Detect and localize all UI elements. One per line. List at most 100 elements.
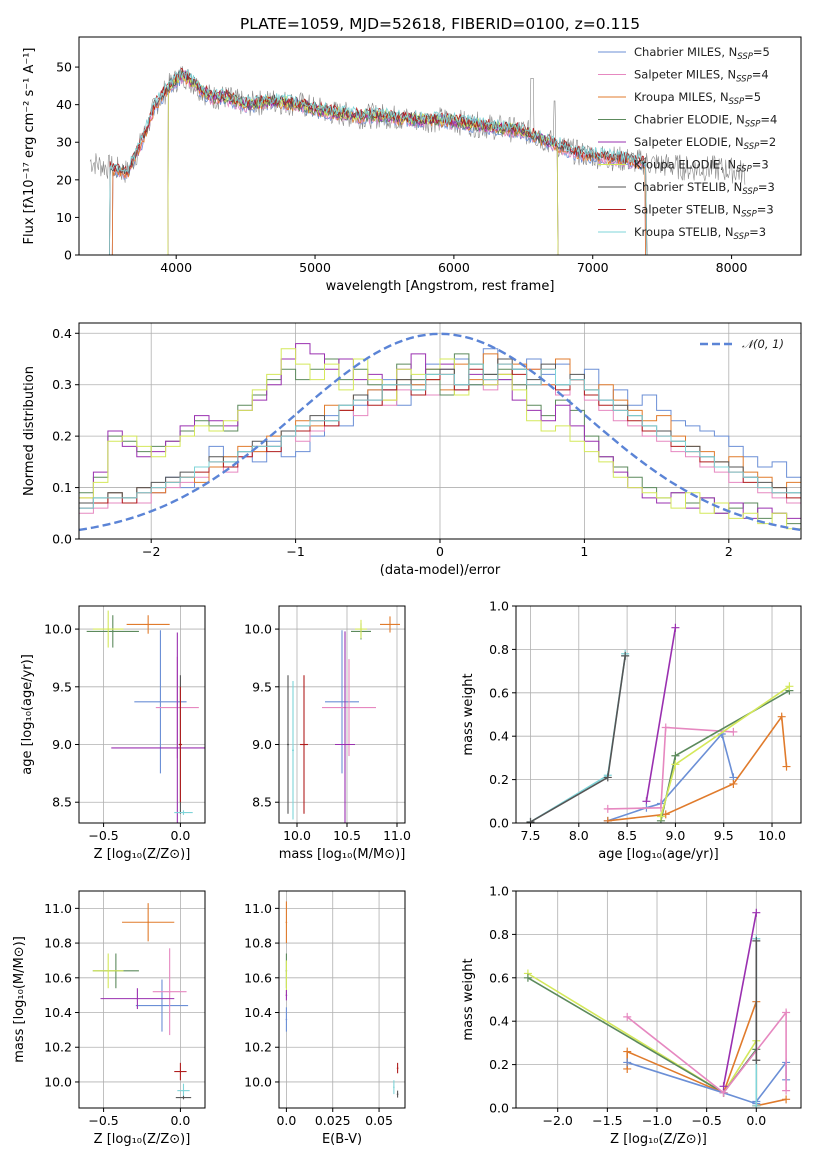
x-tick-label: 5000 xyxy=(299,260,331,275)
x-tick-label: 8.0 xyxy=(569,828,589,843)
x-tick-label: 0.05 xyxy=(365,1113,393,1128)
y-tick-label: 10.8 xyxy=(244,936,272,951)
histogram-step-line xyxy=(79,358,801,504)
histogram-step-line xyxy=(79,348,801,530)
legend-entry: Salpeter MILES, NSSP=4 xyxy=(634,68,769,85)
y-axis-label: mass [log₁₀(M/M⊙)] xyxy=(12,936,27,1063)
model-spectrum-line xyxy=(111,72,646,255)
data-point xyxy=(360,628,362,630)
data-point-marker xyxy=(729,727,738,736)
data-point-marker xyxy=(782,1008,791,1017)
legend-entry: Kroupa ELODIE, NSSP=3 xyxy=(634,158,769,175)
data-point xyxy=(396,1093,399,1095)
x-tick-label: 9.5 xyxy=(714,828,734,843)
data-point xyxy=(285,977,288,979)
axes-frame xyxy=(515,890,802,1109)
model-spectrum-line xyxy=(109,69,648,255)
y-tick-label: 50 xyxy=(56,60,72,75)
data-point-marker xyxy=(671,760,680,769)
data-point xyxy=(182,811,185,814)
model-spectrum-line xyxy=(167,70,559,255)
weight-series-line xyxy=(645,627,677,802)
data-point xyxy=(341,701,343,703)
data-point-marker xyxy=(671,751,680,760)
x-tick-label: 0.0 xyxy=(170,1113,190,1128)
y-tick-label: 9.5 xyxy=(252,679,272,694)
data-point xyxy=(107,970,109,972)
axes-frame xyxy=(278,605,406,824)
data-point-marker xyxy=(782,1086,791,1095)
y-tick-label: 9.0 xyxy=(252,737,272,752)
axes-frame xyxy=(78,36,802,256)
histogram-step-line xyxy=(79,353,801,504)
histogram-step-line xyxy=(79,343,801,519)
y-tick-label: 8.5 xyxy=(252,795,272,810)
weight-series-line xyxy=(607,726,734,810)
y-tick-label: 1.0 xyxy=(489,884,509,899)
data-point xyxy=(287,743,289,746)
data-point xyxy=(147,921,149,924)
data-point-marker xyxy=(523,973,532,982)
y-tick-label: 10.0 xyxy=(44,622,72,637)
x-axis-label: Z [log₁₀(Z/Z⊙)] xyxy=(94,1132,191,1147)
x-tick-label: 7000 xyxy=(577,260,609,275)
y-tick-label: 0.2 xyxy=(489,1057,509,1072)
y-tick-label: 11.0 xyxy=(44,901,72,916)
plot-area-mass-vs-EBV xyxy=(285,901,399,1098)
x-axis-label: Z [log₁₀(Z/Z⊙)] xyxy=(610,1132,707,1147)
model-spectrum-line xyxy=(111,73,646,255)
legend-entry: Chabrier STELIB, NSSP=3 xyxy=(634,180,775,197)
model-spectrum-line xyxy=(111,73,646,255)
y-tick-label: 30 xyxy=(56,135,72,150)
data-point xyxy=(107,628,109,630)
plot-area-age-vs-Z xyxy=(86,610,205,823)
y-tick-label: 10.6 xyxy=(44,970,72,985)
data-point xyxy=(348,706,350,709)
weight-series-line xyxy=(660,689,790,821)
weight-series-line xyxy=(607,714,788,822)
legend-entry: Kroupa STELIB, NSSP=3 xyxy=(634,225,766,242)
x-tick-label: 10.5 xyxy=(333,828,361,843)
model-spectrum-line xyxy=(109,69,648,255)
axes-weight-vs-age: 7.5 8.0 8.5 9.0 9.5 10.0 0.0 0.2 0.4 0.6 0.8 1.0 age… xyxy=(461,599,802,862)
y-tick-label: 0.3 xyxy=(52,377,72,392)
data-point-marker xyxy=(719,1082,728,1091)
y-tick-label: 10.0 xyxy=(244,622,272,637)
y-tick-label: 10.2 xyxy=(244,1040,272,1055)
x-axis-label: wavelength [Angstrom, rest frame] xyxy=(326,279,555,294)
data-point xyxy=(292,749,294,752)
axes-mass-vs-EBV: 0.0 0.025 0.05 10.0 10.2 10.4 10.6 10.8 11.0 E(B-… xyxy=(244,890,406,1147)
x-axis-label: (data-model)/error xyxy=(380,563,501,578)
data-point xyxy=(112,630,114,633)
weight-series-line xyxy=(530,653,626,823)
data-point-marker xyxy=(526,817,535,823)
y-tick-label: 10.8 xyxy=(44,936,72,951)
x-tick-label: 4000 xyxy=(160,260,192,275)
data-point-marker xyxy=(752,908,761,917)
data-point-marker xyxy=(777,712,786,721)
data-point xyxy=(182,1096,185,1099)
x-tick-label: 1 xyxy=(580,544,588,559)
y-axis-label: age [log₁₀(age/yr)] xyxy=(20,654,35,775)
data-point xyxy=(285,1018,288,1021)
y-tick-label: 0.0 xyxy=(489,816,509,831)
y-tick-label: 0.4 xyxy=(489,729,509,744)
data-point xyxy=(393,1086,395,1088)
x-tick-label: 0.025 xyxy=(315,1113,351,1128)
y-tick-label: 0.1 xyxy=(52,480,72,495)
x-tick-label: 0.0 xyxy=(276,1113,296,1128)
legend-entry: Chabrier ELODIE, NSSP=4 xyxy=(634,113,777,130)
x-tick-label: −1 xyxy=(286,544,304,559)
y-tick-label: 10.0 xyxy=(44,1074,72,1089)
y-tick-label: 0.0 xyxy=(489,1101,509,1116)
y-tick-label: 11.0 xyxy=(244,901,272,916)
x-tick-label: −0.5 xyxy=(88,828,118,843)
x-tick-label: −1.5 xyxy=(592,1113,622,1128)
data-point-marker xyxy=(729,779,738,788)
x-tick-label: −1.0 xyxy=(642,1113,672,1128)
x-tick-label: 10.0 xyxy=(758,828,786,843)
plot-area-weight-vs-age xyxy=(526,623,794,823)
axes-mass-vs-Z: −0.5 0.0 10.0 10.2 10.4 10.6 10.8 11.0 Z [log₁₀(… xyxy=(12,890,206,1147)
weight-series-line xyxy=(530,655,626,823)
histogram-step-line xyxy=(79,363,801,509)
